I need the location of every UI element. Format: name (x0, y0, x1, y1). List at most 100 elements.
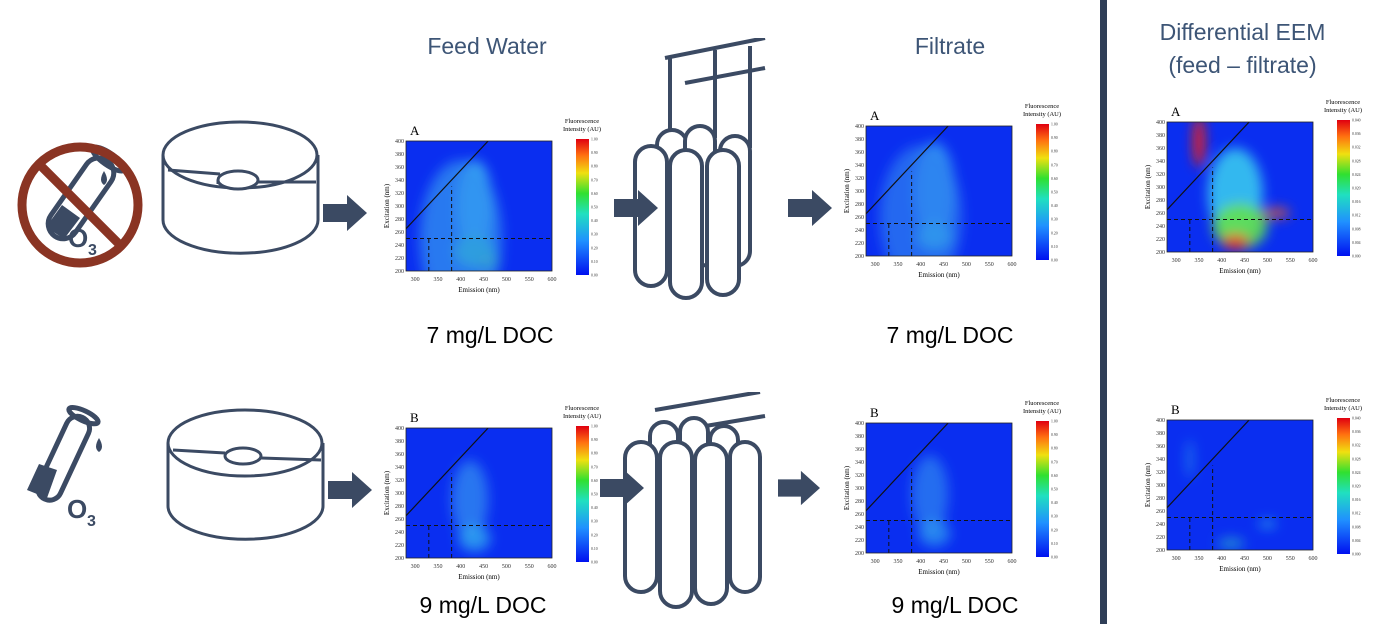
y-tick-label: 220 (855, 241, 864, 247)
colorbar-title: Fluorescence (565, 118, 599, 125)
colorbar-tick-label: 0.008 (1352, 525, 1361, 529)
y-tick-label: 260 (395, 517, 404, 523)
panel-letter: A (410, 123, 420, 138)
y-tick-label: 200 (1156, 250, 1165, 256)
y-tick-label: 380 (395, 152, 404, 158)
eem-plot-filtrate-a: A 300 350 400 450 500 550 600 200 220 240 260 280 300… (832, 98, 1072, 288)
x-tick-label: 600 (1309, 258, 1318, 264)
x-tick-label: 300 (411, 277, 420, 283)
y-tick-label: 240 (855, 525, 864, 531)
x-tick-label: 350 (1194, 556, 1203, 562)
colorbar (1036, 421, 1049, 557)
y-tick-label: 260 (855, 215, 864, 221)
y-tick-label: 380 (1156, 431, 1165, 437)
y-tick-label: 200 (395, 269, 404, 275)
intensity-region (1187, 439, 1193, 479)
colorbar-tick-label: 0.000 (1352, 553, 1361, 557)
y-tick-label: 300 (395, 204, 404, 210)
feed-water-header: Feed Water (427, 33, 547, 59)
heatmap-background (1167, 420, 1313, 550)
colorbar-tick-label: 0.00 (1051, 556, 1058, 560)
colorbar-tick-label: 0.10 (1051, 245, 1058, 249)
y-axis-label: Excitation (nm) (383, 470, 391, 515)
section-divider (1100, 0, 1107, 624)
intensity-region (911, 455, 949, 534)
colorbar-tick-label: 0.20 (1051, 231, 1058, 235)
x-tick-label: 500 (1263, 258, 1272, 264)
colorbar-tick-label: 0.028 (1352, 457, 1361, 461)
x-axis-label: Emission (nm) (458, 286, 500, 294)
differential-header-line2: (feed – filtrate) (1168, 52, 1317, 78)
colorbar-tick-label: 1.00 (1051, 123, 1058, 127)
plot-frame (1166, 121, 1314, 253)
colorbar-tick-label: 0.024 (1352, 471, 1361, 475)
no-ozone-test-tube-icon: O 3 (10, 135, 150, 275)
y-tick-label: 200 (1156, 548, 1165, 554)
colorbar-tick-label: 0.008 (1352, 227, 1361, 231)
colorbar-title: Intensity (AU) (1023, 111, 1061, 118)
x-tick-label: 350 (433, 564, 442, 570)
colorbar-title: Fluorescence (1326, 99, 1360, 106)
filtrate-doc-row1: 7 mg/L DOC (886, 322, 1014, 348)
y-tick-label: 240 (855, 228, 864, 234)
colorbar-title: Intensity (AU) (563, 413, 601, 420)
y-tick-label: 320 (395, 478, 404, 484)
x-tick-label: 350 (433, 277, 442, 283)
colorbar-tick-label: 0.10 (591, 547, 598, 551)
plot-frame (865, 125, 1013, 257)
x-tick-label: 600 (1309, 556, 1318, 562)
colorbar-tick-label: 0.80 (591, 165, 598, 169)
y-tick-label: 220 (1156, 535, 1165, 541)
y-tick-label: 340 (855, 460, 864, 466)
colorbar-tick-label: 0.00 (591, 274, 598, 278)
y-tick-label: 340 (855, 163, 864, 169)
arrow-right-icon (786, 190, 834, 226)
eem-plot-feed-a: A 300 350 400 450 500 550 600 200 220 240 260 280 300… (372, 113, 612, 303)
x-tick-label: 300 (411, 564, 420, 570)
y-tick-label: 260 (395, 230, 404, 236)
colorbar (1036, 124, 1049, 260)
y-tick-label: 220 (855, 538, 864, 544)
y-tick-label: 380 (395, 439, 404, 445)
colorbar-title: Fluorescence (1025, 103, 1059, 110)
y-tick-label: 260 (1156, 211, 1165, 217)
y-tick-label: 280 (855, 202, 864, 208)
colorbar-title: Intensity (AU) (1324, 107, 1362, 114)
x-axis-label: Emission (nm) (918, 568, 960, 576)
x-tick-label: 600 (548, 564, 557, 570)
x-tick-label: 300 (1172, 258, 1181, 264)
y-tick-label: 400 (855, 124, 864, 130)
y-tick-label: 320 (855, 473, 864, 479)
y-tick-label: 380 (855, 434, 864, 440)
intensity-region (918, 520, 951, 547)
colorbar-tick-label: 0.50 (591, 493, 598, 497)
panel-letter: B (410, 410, 419, 425)
ozone-test-tube-icon: O 3 (15, 400, 115, 530)
feed-doc-row1: 7 mg/L DOC (426, 322, 554, 348)
plot-frame (865, 422, 1013, 554)
y-tick-label: 400 (395, 139, 404, 145)
x-tick-label: 300 (1172, 556, 1181, 562)
svg-text:3: 3 (88, 242, 97, 259)
eem-plot-filtrate-b: B 300 350 400 450 500 550 600 200 220 240 260 280 300… (832, 395, 1072, 585)
plot-frame (405, 140, 553, 272)
y-axis-label: Excitation (nm) (383, 183, 391, 228)
colorbar-tick-label: 0.90 (591, 151, 598, 155)
eem-plot-feed-b: B 300 350 400 450 500 550 600 200 220 240 260 280 300… (372, 400, 612, 590)
colorbar-tick-label: 0.30 (1051, 218, 1058, 222)
x-tick-label: 500 (502, 564, 511, 570)
colorbar-tick-label: 0.30 (591, 233, 598, 237)
y-tick-label: 400 (395, 426, 404, 432)
y-tick-label: 360 (395, 165, 404, 171)
intensity-region (1221, 234, 1250, 251)
y-tick-label: 380 (1156, 133, 1165, 139)
x-tick-label: 550 (985, 262, 994, 268)
colorbar-tick-label: 0.70 (591, 178, 598, 182)
y-tick-label: 320 (855, 176, 864, 182)
intensity-region (1262, 207, 1291, 219)
y-tick-label: 400 (1156, 418, 1165, 424)
x-tick-label: 350 (893, 559, 902, 565)
intensity-region (419, 160, 502, 271)
x-tick-label: 600 (1008, 262, 1017, 268)
colorbar-tick-label: 0.032 (1352, 444, 1361, 448)
